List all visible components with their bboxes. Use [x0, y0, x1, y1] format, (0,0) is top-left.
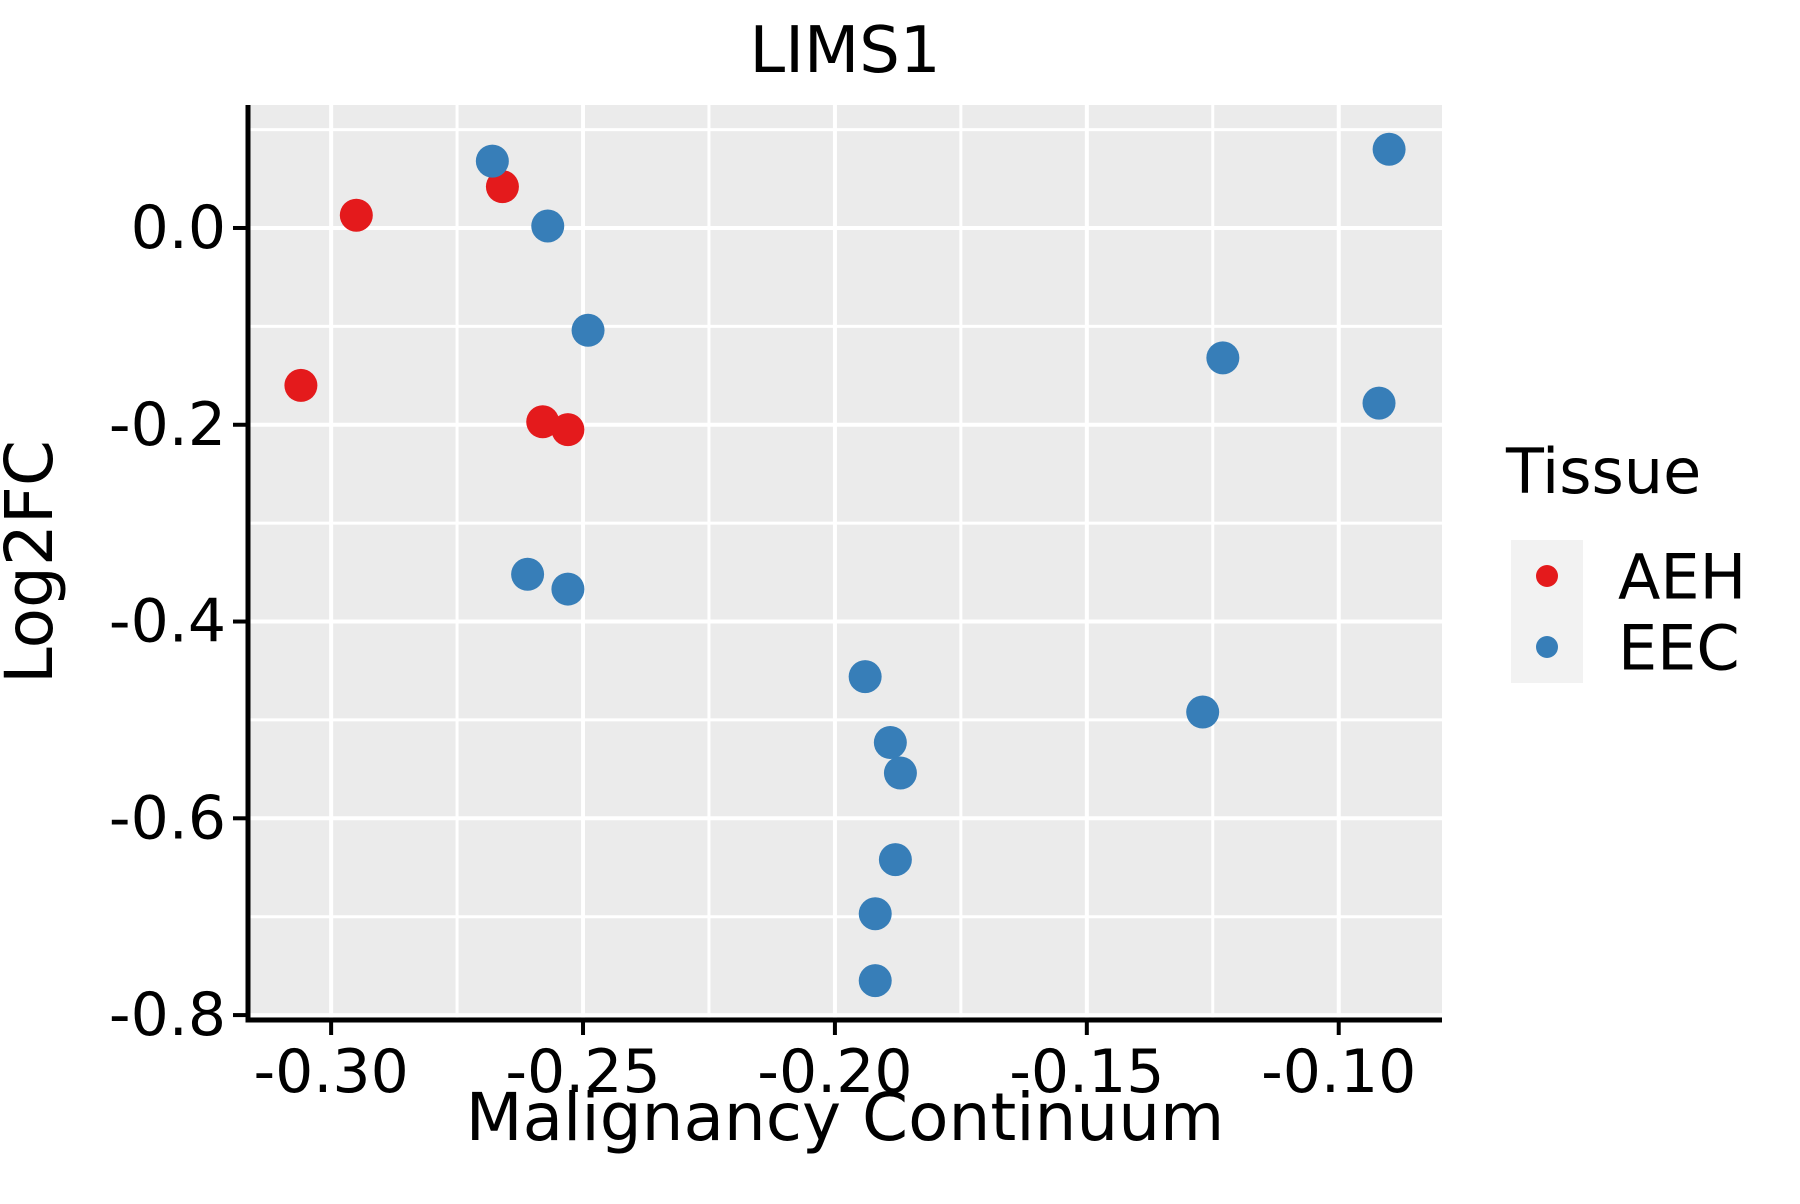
legend-item-aeh: AEH	[1511, 540, 1746, 614]
x-tick-label: -0.25	[505, 1037, 660, 1107]
legend-marker-aeh-icon	[1536, 565, 1558, 587]
y-tick-label: -0.8	[109, 980, 226, 1050]
x-tick-label: -0.15	[1009, 1037, 1164, 1107]
gridlines-major	[248, 105, 1442, 1020]
legend: Tissue AEH EEC	[1505, 435, 1746, 685]
data-point-eec	[551, 572, 585, 606]
y-tick-label: 0.0	[131, 193, 226, 263]
gridlines-minor	[248, 105, 1442, 1020]
data-point-eec	[1372, 132, 1406, 166]
data-point-eec	[1186, 695, 1220, 729]
x-axis-label: Malignancy Continuum	[466, 1079, 1225, 1156]
data-point-eec	[511, 557, 545, 591]
data-point-eec	[571, 313, 605, 347]
legend-marker-eec-icon	[1536, 636, 1558, 658]
data-point-eec	[858, 897, 892, 931]
legend-label-eec: EEC	[1618, 612, 1740, 685]
legend-title: Tissue	[1505, 435, 1701, 508]
x-tick-label: -0.20	[757, 1037, 912, 1107]
data-point-eec	[1362, 386, 1396, 420]
data-point-eec	[475, 144, 509, 178]
legend-label-aeh: AEH	[1618, 541, 1746, 614]
data-point-eec	[883, 756, 917, 790]
data-point-aeh	[339, 198, 373, 232]
x-tick-label: -0.30	[254, 1037, 409, 1107]
y-tick-label: -0.2	[109, 390, 226, 460]
data-point-eec	[878, 843, 912, 877]
legend-item-eec: EEC	[1511, 612, 1740, 685]
data-point-aeh	[485, 170, 519, 204]
data-point-eec	[873, 726, 907, 760]
y-axis-label: Log2FC	[0, 440, 68, 684]
data-point-eec	[531, 209, 565, 243]
plot-title: LIMS1	[749, 14, 940, 88]
tick-labels: -0.30 -0.25 -0.20 -0.15 -0.10 0.0 -0.2 -0.4 -0.6…	[109, 193, 1416, 1107]
data-point-eec	[848, 660, 882, 694]
data-point-aeh	[284, 368, 318, 402]
data-point-eec	[1206, 341, 1240, 375]
data-point-eec	[858, 964, 892, 998]
data-point-aeh	[526, 405, 560, 439]
y-tick-label: -0.6	[109, 783, 226, 853]
y-tick-label: -0.4	[109, 587, 226, 657]
plot-panel	[248, 105, 1442, 1020]
data-point-aeh	[551, 413, 585, 447]
x-tick-label: -0.10	[1261, 1037, 1416, 1107]
data-points	[284, 132, 1406, 998]
